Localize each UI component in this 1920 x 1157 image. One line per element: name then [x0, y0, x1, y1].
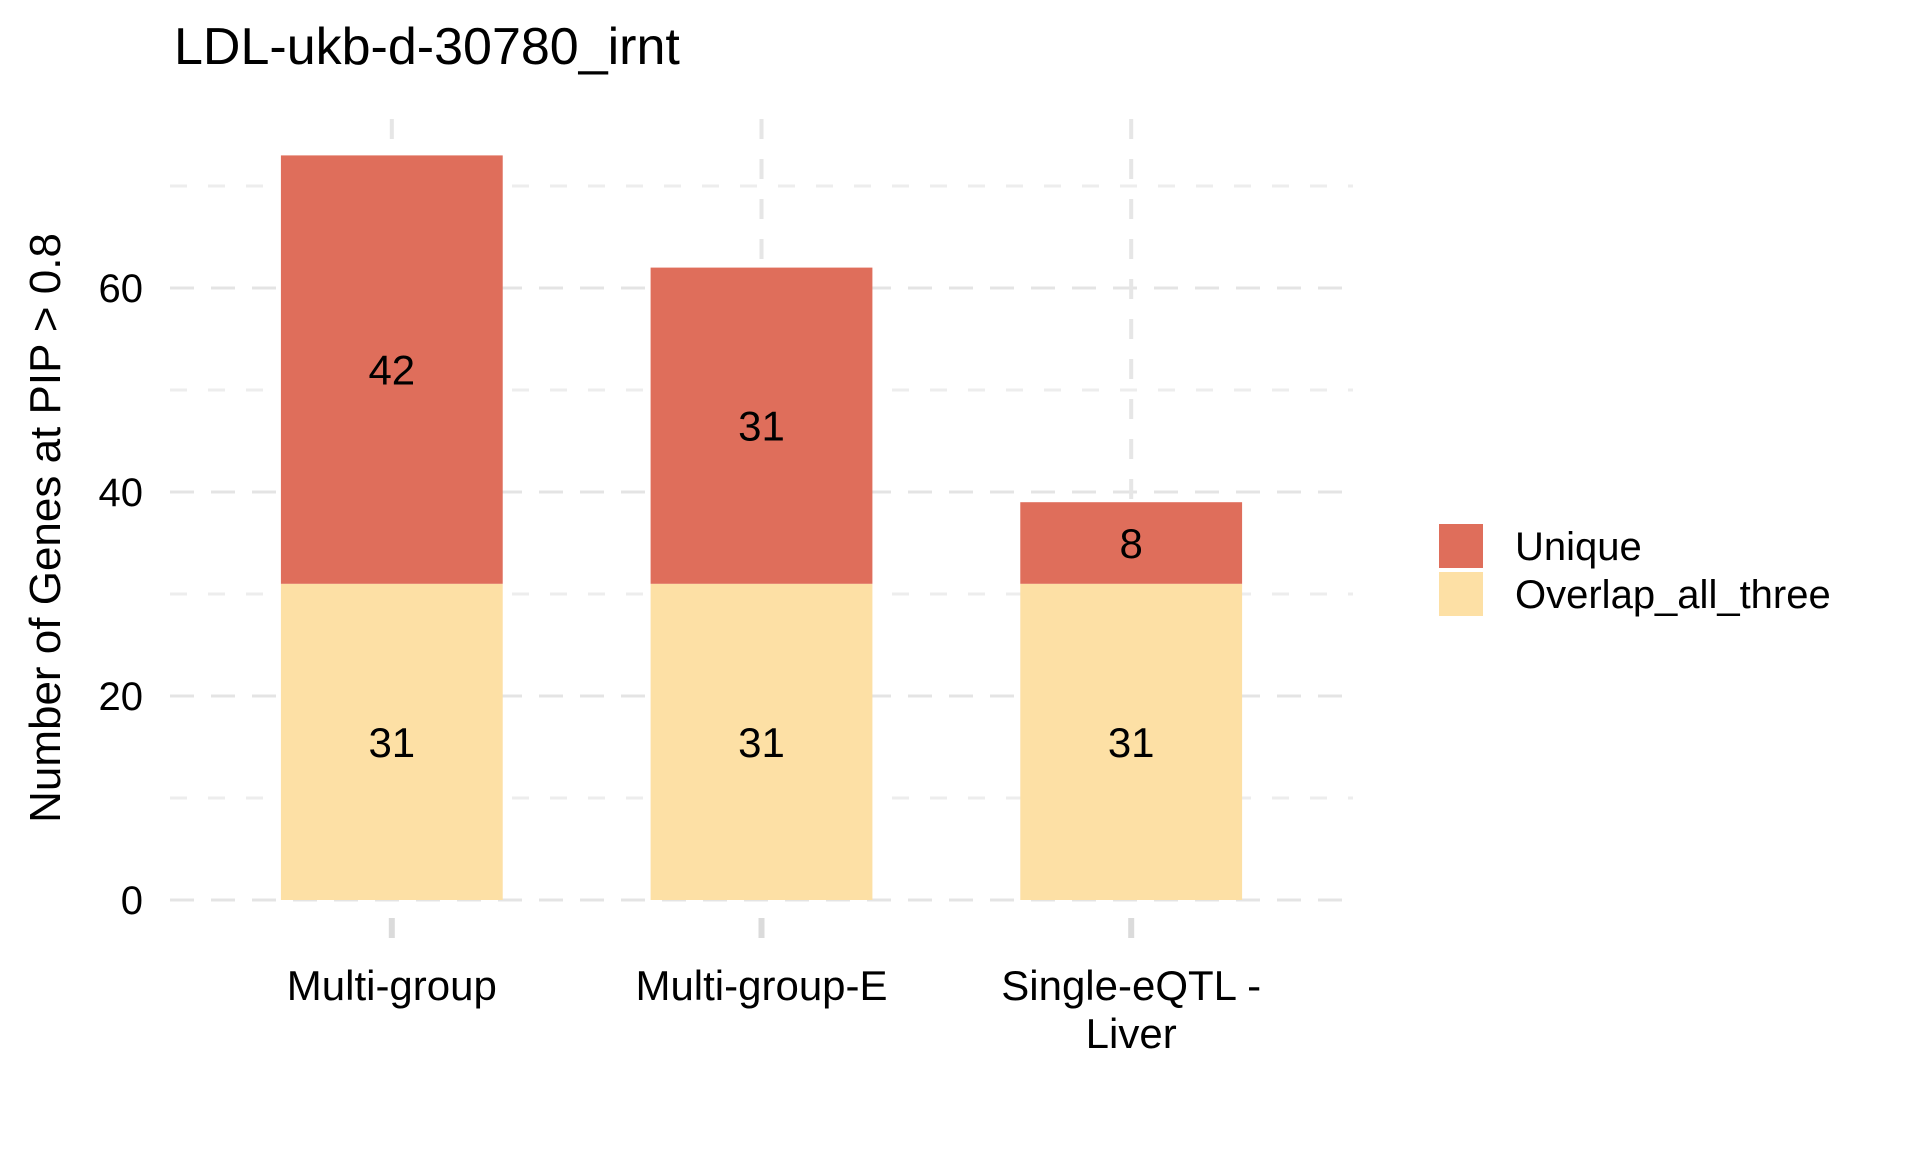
y-tick-label: 20	[99, 675, 144, 719]
bar-value-label: 31	[738, 403, 785, 450]
axis-layer: 0 20 40 60 Multi-group Multi-group-E Single-eQ…	[99, 267, 1262, 1057]
x-tick-label: Multi-group-E	[635, 962, 887, 1009]
y-axis-title: Number of Genes at PIP > 0.8	[21, 233, 70, 823]
x-tick-label: Liver	[1086, 1010, 1177, 1057]
bar-segment-unique	[280, 155, 503, 584]
bar-value-label: 31	[1108, 719, 1155, 766]
y-tick-label: 40	[99, 471, 144, 515]
legend-label: Unique	[1515, 525, 1642, 569]
bar-value-label: 31	[738, 719, 785, 766]
x-tick-label: Single-eQTL -	[1001, 962, 1261, 1009]
bar-segment-overlap_all_three	[280, 583, 503, 900]
bar-layer: 31 42 31 31 31 8	[280, 155, 1243, 900]
y-tick-label: 60	[99, 267, 144, 311]
chart-title: LDL-ukb-d-30780_irnt	[174, 18, 680, 76]
y-tick-label: 0	[121, 879, 143, 923]
legend-swatch-unique	[1439, 524, 1483, 568]
bar-value-label: 31	[368, 719, 415, 766]
legend-label: Overlap_all_three	[1515, 573, 1831, 617]
legend-swatch-overlap_all_three	[1439, 572, 1483, 616]
bar-value-label: 42	[368, 347, 415, 394]
bar-value-label: 8	[1120, 520, 1143, 567]
bar-segment-overlap_all_three	[1020, 583, 1243, 900]
bar-segment-unique	[650, 267, 873, 584]
bar-segment-unique	[1020, 502, 1243, 584]
x-tick-label: Multi-group	[287, 962, 497, 1009]
bar-segment-overlap_all_three	[650, 583, 873, 900]
